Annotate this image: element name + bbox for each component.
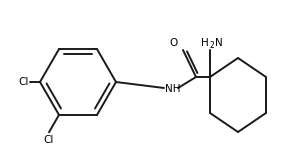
Text: 2: 2	[210, 41, 215, 50]
Text: Cl: Cl	[19, 77, 29, 87]
Text: NH: NH	[165, 84, 181, 94]
Text: N: N	[215, 38, 223, 48]
Text: H: H	[201, 38, 209, 48]
Text: Cl: Cl	[44, 135, 54, 145]
Text: O: O	[170, 38, 178, 48]
